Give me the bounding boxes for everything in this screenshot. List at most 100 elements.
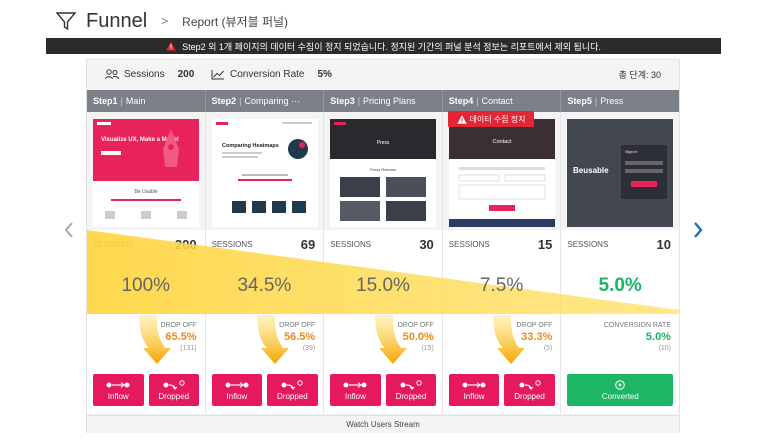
summary-bar: Sessions 200 Conversion Rate 5% 총 단계: 30 [87, 60, 679, 88]
step-header-5[interactable]: Step5 | Press [567, 96, 624, 106]
drop-off-info: DROP OFF 33.3% (5) [516, 322, 552, 352]
step-actions: Inflow Dropped [448, 374, 555, 406]
step-columns: Visualize UX, Make a Move! Be Usable SES… [87, 112, 679, 414]
thumbnail-headline: Comparing Heatmaps [222, 143, 279, 149]
prev-arrow-icon[interactable] [62, 220, 76, 240]
inflow-button[interactable]: Inflow [330, 374, 381, 406]
sessions-label: SESSIONS [448, 240, 490, 249]
page-thumbnail-pricing[interactable]: Press Press Release [330, 119, 437, 227]
inflow-label: Inflow [226, 391, 248, 401]
drop-off-count: (15) [421, 345, 434, 352]
step-percentage: 15.0% [356, 275, 410, 296]
step-actions: Inflow Dropped [93, 374, 199, 406]
sessions-label: SESSIONS [211, 240, 253, 249]
page-header: Funnel > Report (뷰저블 퍼널) [56, 8, 288, 34]
dropped-button[interactable]: Dropped [385, 374, 437, 406]
dropped-icon [163, 379, 185, 390]
step-percentage: 7.5% [479, 275, 524, 296]
dropped-button[interactable]: Dropped [504, 374, 555, 406]
badge-text: 데이터 수집 정지 [469, 114, 526, 124]
inflow-icon [462, 381, 486, 388]
drop-off-percent: 56.5% [283, 331, 316, 343]
page-title: Funnel [86, 9, 148, 32]
step-column-5: Beusable Sign In SESSIONS 10 5.0% CONVER… [561, 112, 679, 414]
inflow-icon [106, 381, 130, 388]
step-header-4[interactable]: Step4 | Contact [443, 90, 562, 112]
conversion-count: (10) [658, 345, 671, 352]
drop-off-percent: 65.5% [165, 331, 197, 343]
thumbnail-area: Contact [442, 112, 561, 230]
drop-off-info: DROP OFF 56.5% (39) [279, 322, 315, 352]
conversion-label: Conversion Rate [230, 68, 305, 80]
step-column-1: Visualize UX, Make a Move! Be Usable SES… [87, 112, 206, 414]
step-name: Pricing Plans [363, 96, 416, 106]
sessions-count: 200 [174, 237, 197, 252]
drop-off-info: DROP OFF 65.5% (131) [161, 322, 197, 352]
sessions-value: 200 [177, 68, 195, 80]
next-arrow-icon[interactable] [691, 220, 705, 240]
sessions-summary: Sessions 200 [105, 69, 194, 80]
sessions-label: SESSIONS [567, 240, 609, 249]
inflow-button[interactable]: Inflow [211, 374, 263, 406]
dropped-button[interactable]: Dropped [267, 374, 318, 406]
dropped-icon [281, 379, 304, 390]
sessions-count: 10 [656, 237, 671, 252]
breadcrumb[interactable]: Report (뷰저블 퍼널) [182, 14, 289, 29]
dropped-button[interactable]: Dropped [148, 374, 199, 406]
step-column-4: Contact SESSIONS 15 7.5% DROP OFF 33.3% … [442, 112, 562, 414]
step-number: Step2 [211, 96, 237, 106]
inflow-button[interactable]: Inflow [448, 374, 500, 406]
thumbnail-area: Visualize UX, Make a Move! Be Usable [87, 112, 205, 230]
watch-users-stream-button[interactable]: Watch Users Stream [87, 415, 679, 433]
step-actions: Inflow Dropped [330, 374, 437, 406]
step-name: Main [125, 96, 146, 106]
dropped-label: Dropped [277, 391, 308, 401]
chevron-right-icon: > [161, 14, 169, 28]
page-thumbnail-press[interactable]: Beusable Sign In [567, 119, 674, 227]
dropped-icon [400, 379, 422, 390]
dropped-label: Dropped [514, 391, 545, 401]
step-number: Step1 [93, 96, 118, 106]
funnel-icon [56, 12, 76, 31]
step-headers: Step1 | Main Step2 | Comparing ··· Step3 | Pri… [87, 90, 679, 112]
step-header-1[interactable]: Step1 | Main [87, 90, 206, 112]
step-percentage: 34.5% [237, 275, 292, 296]
collection-stopped-badge: 데이터 수집 정지 [448, 111, 534, 127]
drop-off-count: (131) [180, 345, 197, 352]
sessions-label: Sessions [124, 68, 165, 80]
drop-off-label: DROP OFF [160, 322, 197, 329]
conversion-rate-percent: 5.0% [645, 331, 671, 343]
converted-button[interactable]: Converted [567, 374, 674, 406]
thumbnail-headline: Contact [492, 139, 511, 145]
drop-off-label: DROP OFF [397, 322, 434, 329]
page-thumbnail-contact[interactable]: Contact [448, 119, 555, 227]
inflow-button[interactable]: Inflow [93, 374, 144, 406]
dropped-label: Dropped [158, 391, 190, 401]
funnel-panel: Sessions 200 Conversion Rate 5% 총 단계: 30… [86, 59, 680, 433]
sessions-label: SESSIONS [93, 240, 134, 249]
drop-off-label: DROP OFF [516, 322, 553, 329]
thumbnail-headline: Visualize UX, Make a Move! [101, 137, 179, 143]
collection-stopped-alert: Step2 외 1개 페이지의 데이터 수집이 정지 되었습니다. 정지된 기간… [46, 38, 721, 54]
inflow-icon [343, 381, 367, 388]
step-header-3[interactable]: Step3 | Pricing Plans [324, 90, 443, 112]
users-icon [105, 68, 119, 79]
step-name: Press [600, 96, 624, 106]
drop-off-count: (5) [543, 345, 553, 352]
step-number: Step4 [448, 96, 474, 106]
dropped-label: Dropped [395, 391, 427, 401]
thumbnail-area: Comparing Heatmaps [205, 112, 324, 230]
step-number: Step5 [567, 96, 592, 106]
inflow-icon [225, 381, 249, 388]
inflow-label: Inflow [107, 391, 129, 401]
drop-off-info: DROP OFF 50.0% (15) [398, 322, 434, 352]
step-name: Comparing ··· [244, 96, 300, 106]
step-column-2: Comparing Heatmaps SESSIONS 69 34.5% DRO… [205, 112, 325, 414]
drop-off-percent: 33.3% [521, 331, 553, 343]
page-thumbnail-main[interactable]: Visualize UX, Make a Move! Be Usable [93, 119, 199, 227]
page-thumbnail-comparing[interactable]: Comparing Heatmaps [211, 119, 318, 227]
thumbnail-area: Press Press Release [324, 112, 442, 230]
step-header-2[interactable]: Step2 | Comparing ··· [206, 90, 325, 112]
chart-line-icon [211, 69, 224, 79]
drop-off-label: DROP OFF [279, 322, 316, 329]
